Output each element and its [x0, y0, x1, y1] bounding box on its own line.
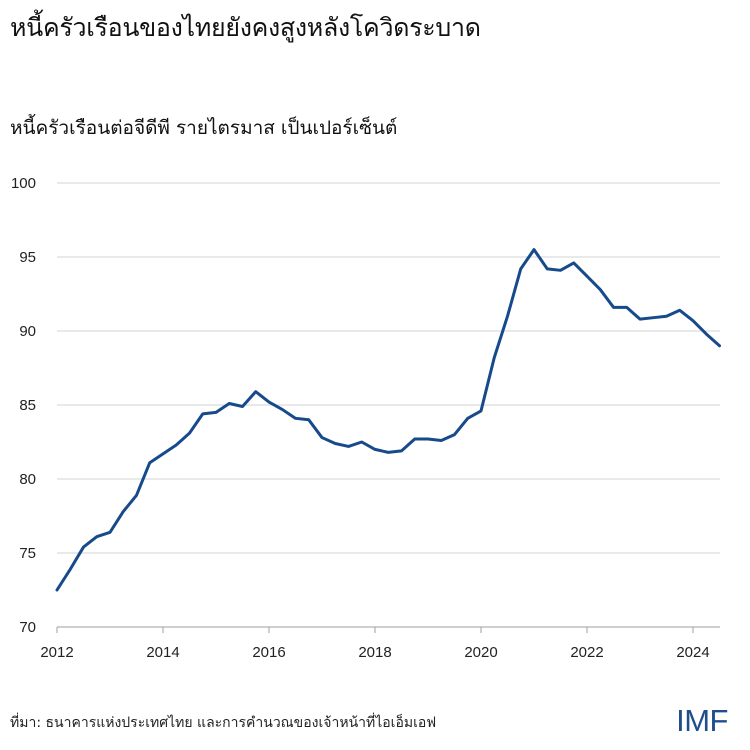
imf-logo: IMF [676, 703, 728, 738]
x-tick-label: 2022 [570, 644, 603, 661]
y-tick-label: 95 [19, 249, 36, 266]
x-tick-label: 2014 [146, 644, 179, 661]
y-tick-label: 90 [19, 323, 36, 340]
y-tick-label: 85 [19, 397, 36, 414]
y-tick-label: 75 [19, 545, 36, 562]
y-tick-label: 100 [11, 175, 36, 192]
y-axis-ticks: 70 75 80 85 90 95 100 [11, 175, 36, 636]
y-tick-label: 70 [19, 619, 36, 636]
chart-title: หนี้ครัวเรือนของไทยยังคงสูงหลังโควิดระบา… [10, 13, 481, 42]
x-tick-label: 2012 [40, 644, 73, 661]
x-tick-label: 2016 [252, 644, 285, 661]
x-axis: 2012 2014 2016 2018 2020 2022 2024 [40, 626, 720, 661]
y-tick-label: 80 [19, 471, 36, 488]
source-note: ที่มา: ธนาคารแห่งประเทศไทย และการคำนวณขอ… [10, 715, 437, 731]
x-tick-label: 2020 [464, 644, 497, 661]
gridlines [57, 182, 720, 554]
chart-subtitle: หนี้ครัวเรือนต่อจีดีพี รายไตรมาส เป็นเปอ… [10, 117, 398, 139]
x-tick-label: 2018 [358, 644, 391, 661]
data-line [55, 248, 721, 592]
x-tick-label: 2024 [676, 644, 709, 661]
